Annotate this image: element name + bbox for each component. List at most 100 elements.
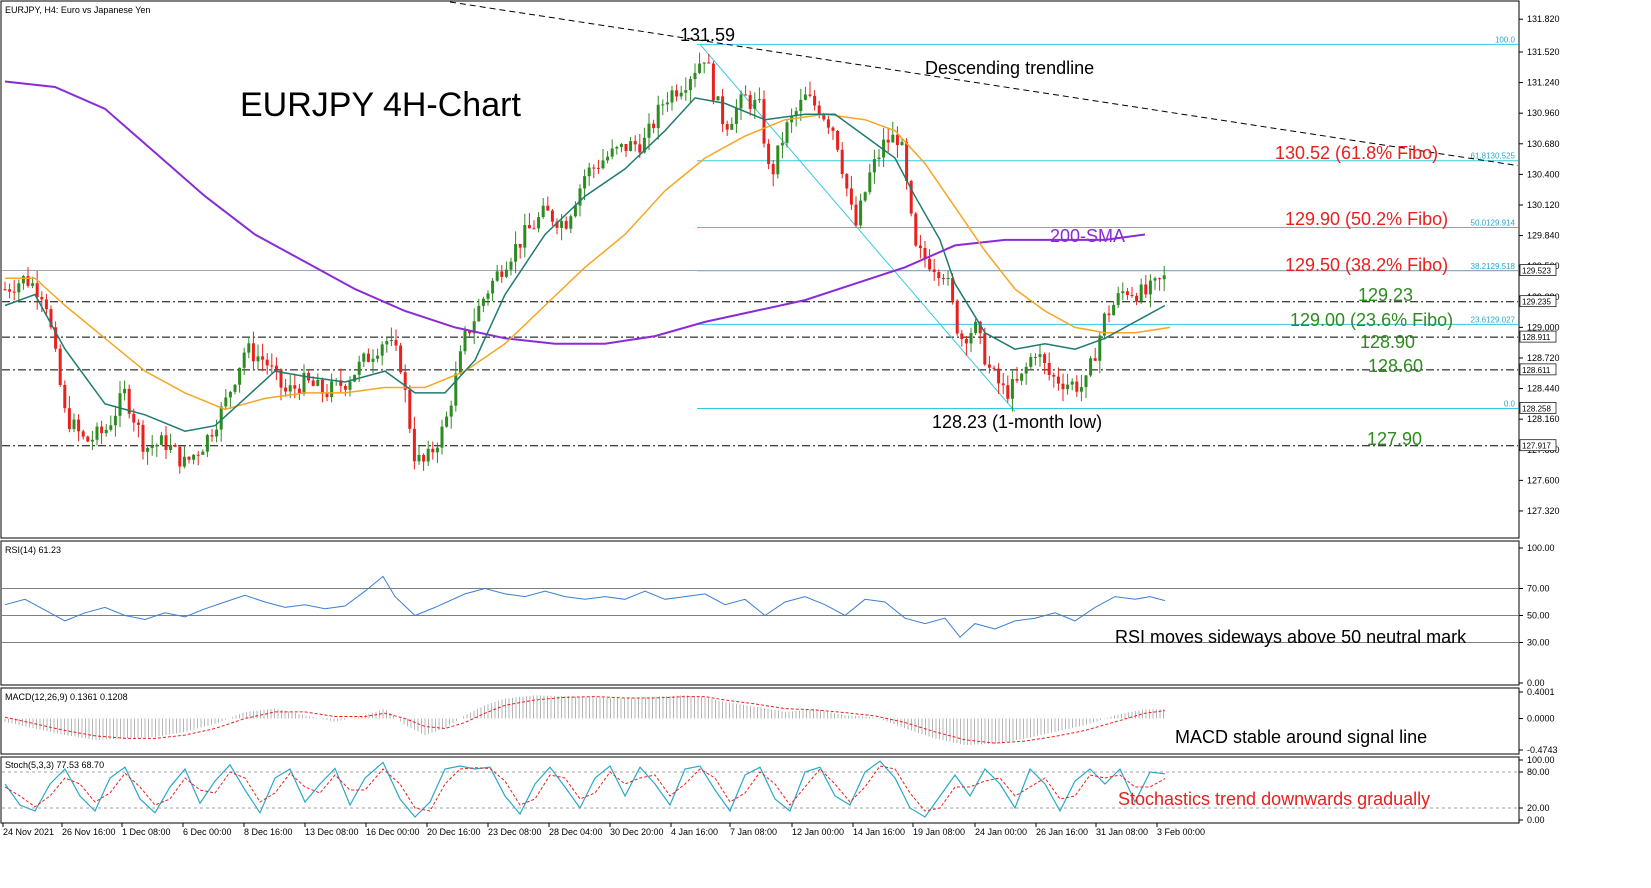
candle-body <box>251 343 255 362</box>
candle <box>776 145 780 179</box>
candle <box>159 431 163 446</box>
macd-tick-label: -0.4743 <box>1527 745 1558 755</box>
candle <box>670 85 674 111</box>
candle <box>141 420 145 460</box>
candle-body <box>463 330 467 352</box>
candle <box>481 296 485 313</box>
candle-body <box>1125 291 1129 295</box>
candle <box>136 419 140 438</box>
candle-body <box>868 172 872 193</box>
candle-body <box>201 451 205 455</box>
candle-body <box>739 94 743 109</box>
candle <box>334 377 338 386</box>
candle-body <box>118 393 122 416</box>
x-tick-label: 26 Nov 16:00 <box>62 827 116 837</box>
candle-body <box>316 379 320 386</box>
candle-body <box>560 221 564 228</box>
candle <box>550 208 554 226</box>
candle <box>49 305 53 330</box>
candle-body <box>817 105 821 116</box>
candle-body <box>297 388 301 394</box>
rsi-tick-label: 100.00 <box>1527 543 1555 553</box>
candle-body <box>417 454 421 462</box>
candle <box>205 433 209 457</box>
x-tick-label: 13 Dec 08:00 <box>305 827 359 837</box>
candle-body <box>776 145 780 175</box>
candle-body <box>721 96 725 125</box>
candle <box>918 234 922 259</box>
candle <box>63 380 67 413</box>
candle-body <box>486 293 490 299</box>
price-tag-text: 128.611 <box>1522 366 1551 375</box>
candle <box>1089 355 1093 378</box>
candle <box>780 131 784 159</box>
candle-body <box>54 327 58 349</box>
x-tick-label: 8 Dec 16:00 <box>244 827 293 837</box>
candle-body <box>228 391 232 398</box>
candle <box>504 261 508 279</box>
fib-label: 100.0 <box>1495 35 1516 44</box>
candle <box>394 329 398 351</box>
candle <box>1033 353 1037 366</box>
candle-body <box>518 243 522 248</box>
candle-body <box>155 444 159 447</box>
candle-body <box>454 373 458 406</box>
candle-body <box>279 369 283 388</box>
candle <box>803 86 807 101</box>
candle <box>895 126 899 158</box>
x-tick-label: 7 Jan 08:00 <box>730 827 777 837</box>
sma-fast-line <box>4 97 1166 432</box>
trendlines <box>449 1 1519 412</box>
candle <box>1052 372 1056 388</box>
candle-body <box>215 429 219 437</box>
candle <box>366 348 370 363</box>
candle <box>1112 301 1116 316</box>
macd-signal-line <box>4 696 1166 744</box>
candle-body <box>1130 294 1134 296</box>
candle <box>606 151 610 164</box>
candle-body <box>86 436 90 442</box>
candle-body <box>1158 278 1162 280</box>
candle-body <box>780 142 784 146</box>
candle-body <box>596 167 600 169</box>
candle-body <box>95 426 99 440</box>
candle <box>426 440 430 466</box>
candle <box>854 196 858 228</box>
candle <box>955 299 959 336</box>
candle <box>77 414 81 442</box>
candle-body <box>573 205 577 217</box>
candle-body <box>1116 293 1120 305</box>
candle-body <box>274 365 278 370</box>
stoch-panel-frame <box>0 756 1520 824</box>
rsi-tick-label: 0.00 <box>1527 678 1545 688</box>
x-tick-label: 20 Dec 16:00 <box>427 827 481 837</box>
price-tag-text: 128.911 <box>1522 333 1551 342</box>
candle <box>633 135 637 152</box>
y-tick-label: 127.320 <box>1527 506 1560 516</box>
candle-body <box>1010 379 1014 399</box>
candle-body <box>794 111 798 116</box>
candle-body <box>960 333 964 339</box>
candle-body <box>343 385 347 390</box>
candle-body <box>495 271 499 281</box>
candle <box>316 373 320 387</box>
candle <box>353 374 357 383</box>
candle-body <box>550 210 554 222</box>
candle <box>771 159 775 187</box>
candle <box>54 321 58 352</box>
annotation-fib-236: 129.00 (23.6% Fibo) <box>1290 310 1453 330</box>
candle <box>845 173 849 197</box>
candle-body <box>748 95 752 109</box>
price-tag-text: 129.523 <box>1522 267 1551 276</box>
candle <box>583 169 587 201</box>
candle-body <box>762 99 766 144</box>
annotation-trendline: Descending trendline <box>925 58 1094 78</box>
candle <box>964 336 968 356</box>
candle <box>238 367 242 393</box>
candle-body <box>872 159 876 173</box>
candle <box>923 240 927 268</box>
candle-body <box>1084 375 1088 388</box>
candle-body <box>8 289 12 292</box>
candle-body <box>532 228 536 230</box>
candle <box>201 449 205 455</box>
